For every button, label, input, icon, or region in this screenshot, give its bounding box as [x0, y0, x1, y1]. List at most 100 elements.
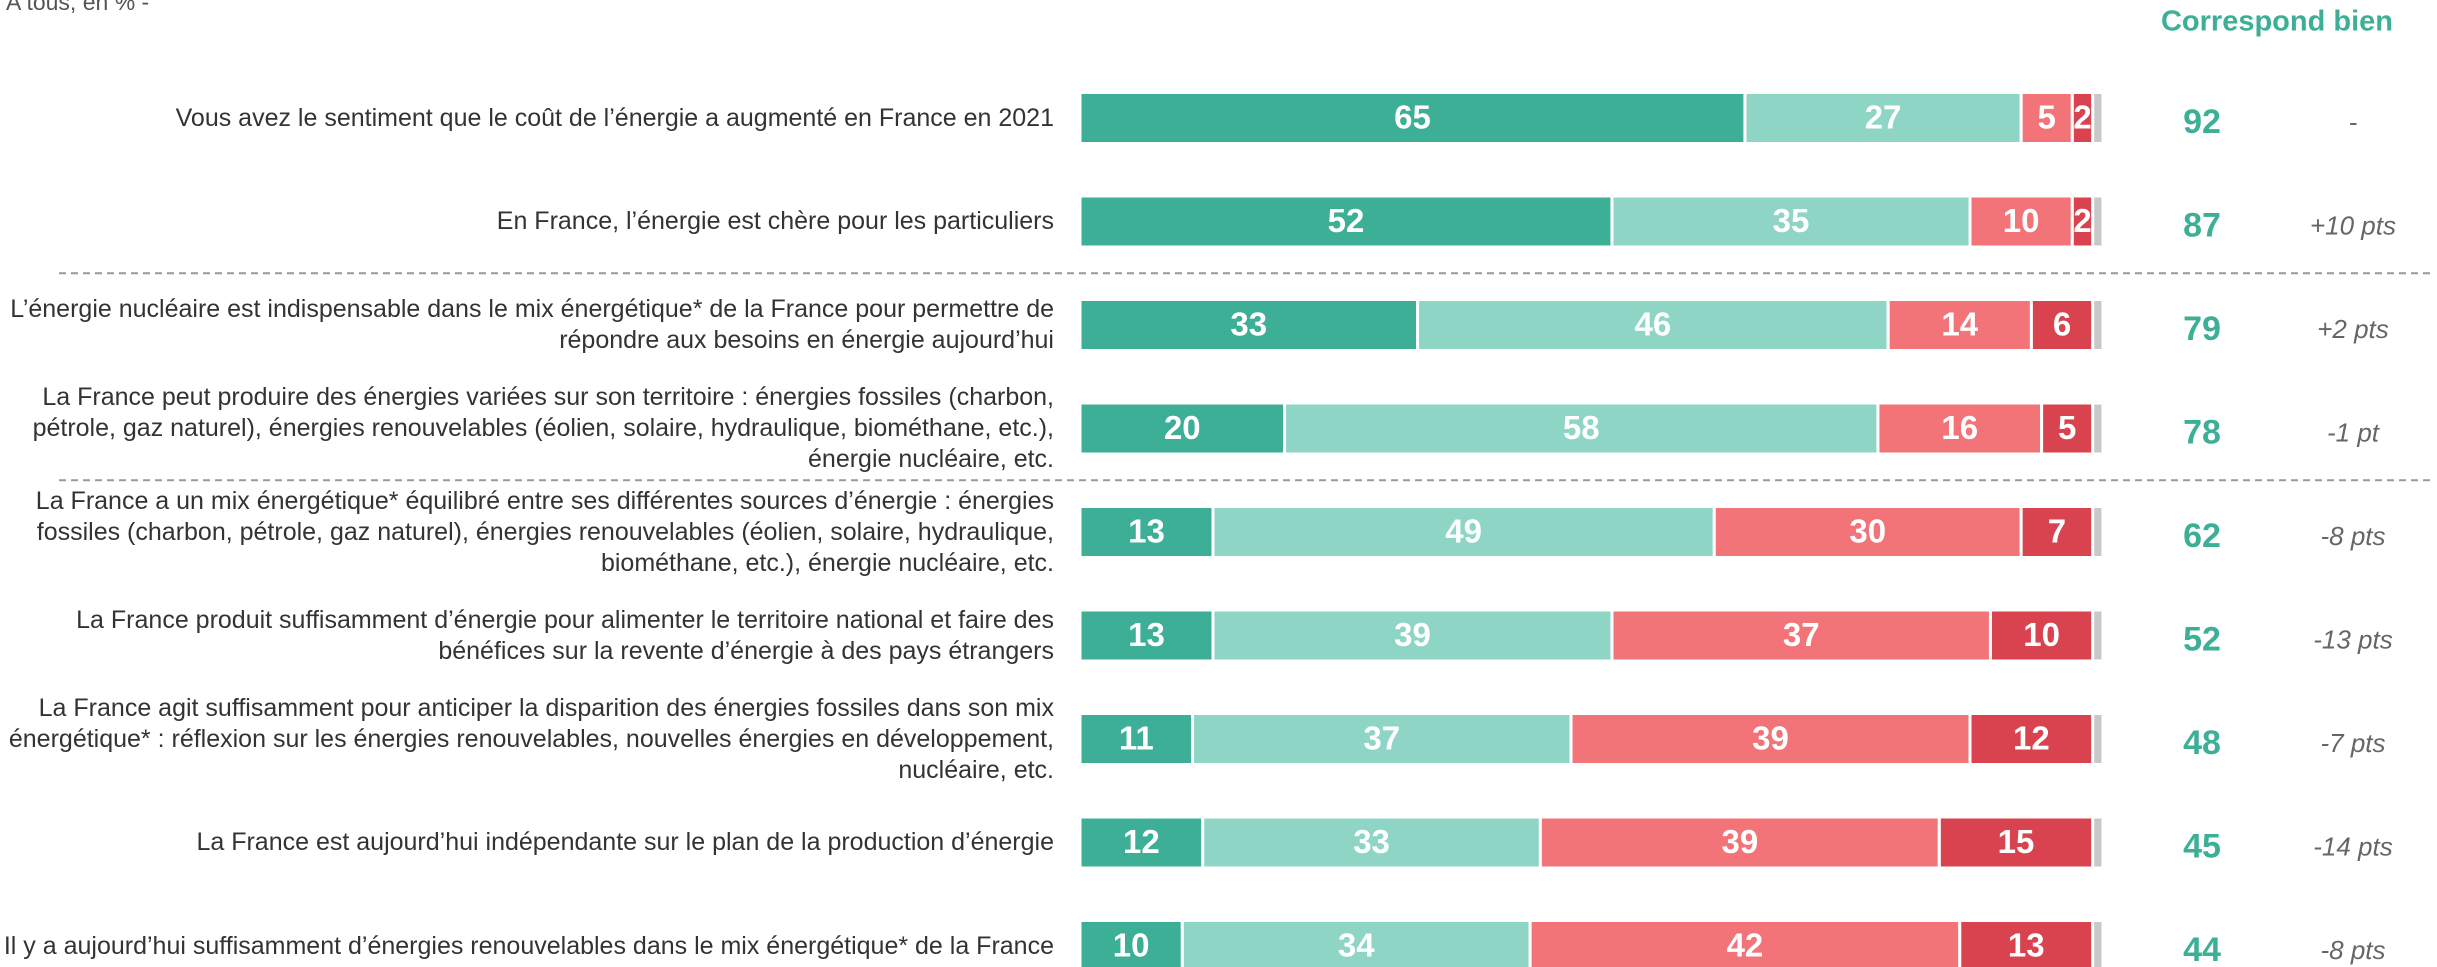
- bar-label: 7: [2048, 513, 2066, 550]
- subtitle: A tous, en % -: [6, 0, 149, 15]
- category-text: L’énergie nucléaire est indispensable da…: [10, 295, 1054, 354]
- category-text: Il y a aujourd’hui suffisamment d’énergi…: [3, 931, 1054, 960]
- bar-segment: [1988, 608, 2095, 663]
- category-text: La France a un mix énergétique* équilibr…: [35, 486, 1054, 577]
- bar-label: 35: [1773, 202, 1810, 239]
- bar-label: 52: [1328, 202, 1365, 239]
- bar-segment: [2040, 401, 2095, 456]
- bar-label: 39: [1752, 720, 1789, 757]
- bar-segment: [2091, 505, 2105, 559]
- total-value: 52: [2183, 620, 2221, 658]
- category-label: En France, l’énergie est chère pour les …: [0, 172, 1054, 272]
- bar-segment: [1211, 608, 1614, 663]
- bar-label: 11: [1119, 720, 1154, 757]
- category-text: La France est aujourd’hui indépendante s…: [196, 828, 1054, 856]
- bar-segment: [1712, 505, 2023, 559]
- category-label: Vous avez le sentiment que le coût de l’…: [0, 68, 1054, 168]
- evolution: -13 pts: [2313, 624, 2393, 654]
- bar-segment: [2091, 194, 2105, 249]
- bar-label: 2: [2073, 202, 2091, 239]
- bar-label: 37: [1783, 616, 1820, 653]
- bar-label: 13: [1128, 616, 1165, 653]
- bar-label: 58: [1563, 409, 1600, 446]
- total-value: 62: [2183, 517, 2221, 555]
- category-label: L’énergie nucléaire est indispensable da…: [0, 275, 1054, 375]
- bar-label: 20: [1164, 409, 1201, 446]
- bar-segment: [1078, 608, 1215, 663]
- bar-label: 6: [2053, 306, 2071, 343]
- total-value: 48: [2183, 724, 2221, 762]
- evolution: -7 pts: [2320, 728, 2385, 758]
- bar-segment: [1610, 608, 1992, 663]
- bar-segment: [1078, 505, 1215, 559]
- bar-label: 16: [1941, 409, 1978, 446]
- bar-segment: [1211, 505, 1716, 559]
- evolution: -8 pts: [2320, 935, 2385, 965]
- bar-label: 37: [1363, 720, 1400, 757]
- bar-label: 49: [1445, 513, 1482, 550]
- total-header: Correspond bien: [2161, 6, 2393, 38]
- bar-segment: [2019, 505, 2095, 559]
- evolution: -14 pts: [2313, 831, 2393, 861]
- bar-label: 33: [1353, 823, 1390, 860]
- total-value: 45: [2183, 827, 2221, 865]
- total-value: 92: [2183, 103, 2221, 141]
- bar-segment: [2091, 401, 2105, 456]
- bar-segment: [1958, 919, 2095, 967]
- bar-label: 39: [1394, 616, 1431, 653]
- bar-segment: [1416, 298, 1890, 352]
- total-value: 79: [2183, 310, 2221, 348]
- category-text: La France produit suffisamment d’énergie…: [76, 605, 1054, 665]
- category-label: La France agit suffisamment pour anticip…: [0, 689, 1054, 789]
- bar-label: 34: [1338, 927, 1375, 964]
- category-text: En France, l’énergie est chère pour les …: [496, 207, 1054, 235]
- bar-label: 42: [1727, 927, 1764, 964]
- bar-segment: [1078, 298, 1420, 352]
- bar-label: 15: [1998, 823, 2035, 860]
- bar-segment: [1968, 712, 2095, 766]
- evolution: -: [2349, 107, 2358, 137]
- bar-label: 10: [2003, 202, 2040, 239]
- bar-segment: [2091, 91, 2105, 145]
- evolution: -1 pt: [2327, 417, 2381, 447]
- bar-segment: [2091, 919, 2105, 967]
- category-label: La France peut produire des énergies var…: [0, 379, 1054, 479]
- bar-label: 2: [2073, 99, 2091, 136]
- bar-segment: [1569, 712, 1972, 766]
- total-value: 87: [2183, 206, 2221, 244]
- bar-label: 13: [2008, 927, 2045, 964]
- bar-label: 5: [2038, 99, 2056, 136]
- bar-label: 10: [2023, 616, 2060, 653]
- evolution: -8 pts: [2320, 521, 2385, 551]
- bar-label: 12: [1123, 823, 1160, 860]
- bar-segment: [1201, 815, 1542, 870]
- bar-label: 5: [2058, 409, 2076, 446]
- bar-label: 33: [1230, 306, 1267, 343]
- bar-segment: [1968, 194, 2074, 249]
- bar-segment: [2091, 712, 2105, 766]
- bar-segment: [2091, 815, 2105, 870]
- bar-label: 46: [1635, 306, 1672, 343]
- category-text: La France peut produire des énergies var…: [32, 383, 1054, 473]
- bar-segment: [1191, 712, 1573, 766]
- evolution: +10 pts: [2310, 210, 2396, 240]
- total-value: 78: [2183, 413, 2221, 451]
- category-label: La France produit suffisamment d’énergie…: [0, 586, 1054, 686]
- bar-label: 39: [1721, 823, 1758, 860]
- evolution: +2 pts: [2317, 314, 2389, 344]
- bar-segment: [1937, 815, 2095, 870]
- bar-label: 13: [1128, 513, 1165, 550]
- category-label: La France est aujourd’hui indépendante s…: [0, 793, 1054, 893]
- bar-segment: [2091, 298, 2105, 352]
- category-label: La France a un mix énergétique* équilibr…: [0, 482, 1054, 582]
- bar-label: 30: [1849, 513, 1886, 550]
- bar-segment: [2091, 608, 2105, 663]
- bar-label: 14: [1941, 306, 1978, 343]
- category-text: La France agit suffisamment pour anticip…: [8, 693, 1054, 784]
- bar-segment: [1078, 919, 1184, 967]
- bar-segment: [1078, 194, 1614, 249]
- bar-label: 10: [1113, 927, 1150, 964]
- category-text: Vous avez le sentiment que le coût de l’…: [175, 103, 1054, 132]
